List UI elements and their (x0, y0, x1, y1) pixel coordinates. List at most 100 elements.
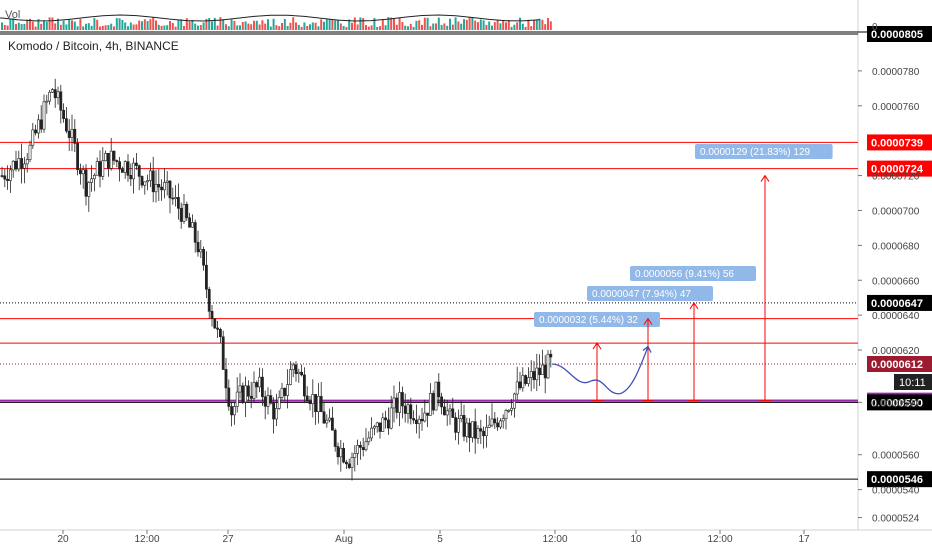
volume-bar (451, 24, 454, 30)
candle-body (342, 447, 346, 463)
y-tick-label: 0.0000640 (872, 311, 920, 322)
candle-body (25, 159, 29, 165)
candle-body (372, 426, 376, 429)
volume-bar (57, 18, 59, 30)
candle-body (540, 364, 544, 375)
volume-bar (404, 25, 407, 30)
candle-body (535, 367, 539, 381)
volume-bar (163, 25, 166, 30)
volume-bar (132, 24, 135, 30)
candle-body (316, 396, 320, 412)
x-tick-label: 12:00 (542, 534, 567, 545)
x-tick-label: 20 (57, 534, 69, 545)
candle-body (476, 428, 480, 439)
volume-bar (101, 25, 104, 30)
candle-body (260, 376, 264, 398)
candle-body (389, 407, 393, 429)
candle-body (524, 375, 528, 384)
volume-bar (320, 19, 323, 30)
candle-body (325, 419, 329, 424)
volume-bar (337, 19, 339, 30)
volume-bar (9, 19, 12, 30)
candle-body (398, 392, 402, 413)
y-tick-label: 0.0000720 (872, 172, 920, 183)
price-tag-label: 0.0000724 (871, 164, 924, 176)
volume-bar (295, 22, 297, 30)
candle-body (426, 412, 430, 416)
candle-body (104, 153, 108, 162)
volume-bar (370, 25, 373, 30)
volume-bar (227, 26, 230, 30)
volume-bar (437, 17, 440, 30)
candle-body (11, 160, 15, 171)
candle-body (112, 150, 116, 161)
volume-bar (48, 17, 51, 30)
measure-arrowhead (760, 174, 770, 182)
measure-label: 0.0000056 (9.41%) 56 (635, 269, 734, 280)
candle-body (238, 385, 242, 393)
candle-body (87, 182, 91, 197)
candle-body (437, 381, 441, 398)
candle-body (291, 364, 295, 370)
volume-bar (463, 19, 465, 30)
volume-bar (292, 17, 295, 30)
volume-bar (205, 18, 208, 30)
volume-ma-line (0, 14, 540, 22)
candle-body (36, 119, 40, 134)
candle-body (252, 382, 256, 399)
x-tick-label: 10 (630, 534, 642, 545)
candle-body (188, 217, 192, 228)
volume-bar (180, 19, 183, 30)
volume-bar (31, 21, 34, 30)
volume-bar (317, 26, 320, 30)
volume-bar (345, 26, 348, 30)
volume-bar (90, 25, 93, 30)
candle-body (121, 168, 124, 173)
candle-body (319, 396, 323, 413)
candle-body (442, 406, 446, 416)
volume-bar (393, 18, 395, 30)
price-tag-label: 0.0000805 (871, 29, 923, 41)
volume-bar (499, 23, 502, 30)
volume-bar (96, 19, 99, 30)
price-tag (867, 356, 932, 372)
candle-body (375, 422, 379, 427)
volume-bar (138, 20, 141, 30)
volume-bar (59, 24, 62, 30)
measure-arrowhead (643, 317, 653, 325)
candle-body (277, 396, 281, 409)
candle-body (50, 89, 54, 93)
volume-bar (6, 25, 9, 30)
chart-title: Komodo / Bitcoin, 4h, BINANCE (8, 39, 179, 53)
volume-bar (219, 17, 222, 30)
volume-bar (26, 19, 29, 30)
volume-bar (73, 21, 76, 30)
candle-body (283, 387, 287, 396)
candle-body (347, 463, 351, 468)
volume-bar (544, 24, 547, 30)
volume-bar (45, 21, 48, 30)
candle-body (409, 404, 413, 419)
price-tag-label: 0.0000590 (871, 397, 923, 409)
volume-bar (376, 26, 379, 30)
volume-bar (87, 23, 90, 30)
candle-body (386, 419, 390, 429)
y-tick-label: 0.0000760 (872, 102, 920, 113)
candle-body (529, 371, 533, 378)
candle-body (350, 457, 354, 468)
volume-bar (269, 26, 272, 30)
candle-body (67, 130, 71, 138)
candle-body (146, 180, 150, 183)
measure-label-box (630, 266, 756, 281)
volume-bar (409, 23, 412, 30)
candle-body (98, 161, 102, 177)
volume-bar (20, 24, 23, 30)
volume-bar (37, 19, 40, 30)
volume-bar (107, 25, 110, 30)
volume-bar (149, 19, 152, 30)
candle-body (6, 178, 10, 181)
price-tag (867, 160, 932, 177)
volume-bar (225, 24, 227, 30)
